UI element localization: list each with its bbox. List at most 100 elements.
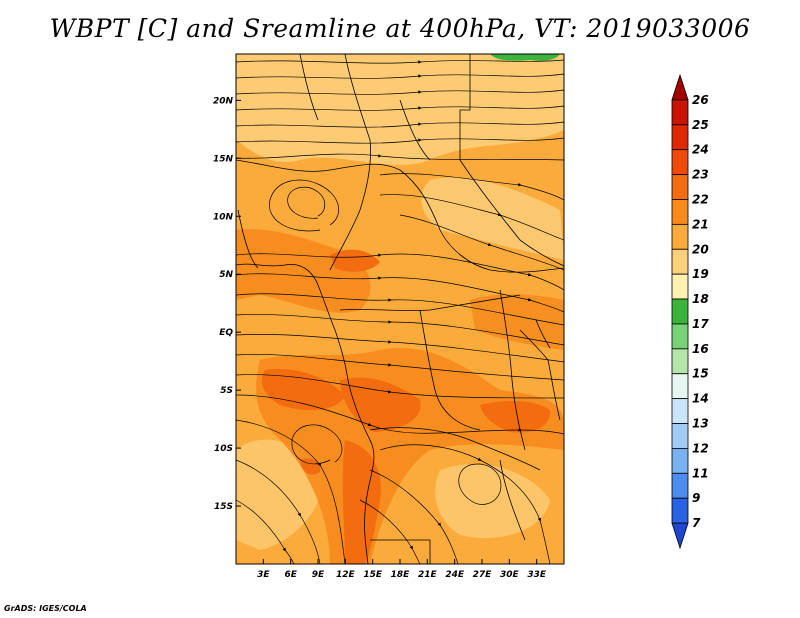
lat-tick-label: 5N xyxy=(219,270,233,280)
colorbar-label: 15 xyxy=(692,367,709,381)
colorbar-min-triangle xyxy=(671,522,689,550)
colorbar: 26 25 24 23 22 21 20 19 18 17 16 15 14 13 12 11 9 7 xyxy=(671,73,709,550)
colorbar-swatch xyxy=(671,99,689,126)
colorbar-label: 16 xyxy=(692,342,709,356)
field-warm-east xyxy=(470,294,564,350)
colorbar-swatch xyxy=(671,273,689,300)
streamline xyxy=(236,73,564,79)
streamline xyxy=(287,186,326,219)
lon-tick-label: 9E xyxy=(312,570,325,580)
colorbar-swatch xyxy=(671,348,689,375)
colorbar-label: 12 xyxy=(692,441,709,455)
streamline xyxy=(399,214,564,271)
streamline xyxy=(236,499,295,564)
lon-tick-label: 27E xyxy=(473,570,493,580)
streamline xyxy=(269,179,340,232)
streamline xyxy=(236,121,564,128)
colorbar-label: 9 xyxy=(692,491,700,505)
lat-tick-label: 10S xyxy=(214,444,233,454)
colorbar-label: 24 xyxy=(692,143,709,157)
border xyxy=(459,54,564,267)
colorbar-swatch xyxy=(671,174,689,200)
border xyxy=(339,294,521,311)
streamline xyxy=(359,499,421,564)
streamline xyxy=(236,419,346,564)
border xyxy=(419,309,481,431)
colorbar-max-triangle xyxy=(671,73,689,101)
colorbar-label: 13 xyxy=(692,417,709,431)
streamline xyxy=(379,194,564,241)
lat-tick-label: 15N xyxy=(213,154,234,164)
colorbar-label: 14 xyxy=(692,392,709,406)
colorbar-label: 20 xyxy=(692,242,709,256)
streamline xyxy=(458,463,502,505)
field-cool-patch-2 xyxy=(236,439,322,550)
colorbar-label: 26 xyxy=(692,93,709,107)
streamline xyxy=(369,469,459,564)
lon-tick-label: 24E xyxy=(445,570,465,580)
colorbar-swatch xyxy=(671,472,689,499)
field-green-patch xyxy=(490,54,560,61)
colorbar-label: 18 xyxy=(692,292,709,306)
border xyxy=(499,459,526,541)
streamline xyxy=(236,374,564,399)
lon-tick-label: 3E xyxy=(257,570,270,580)
lat-tick-label: 15S xyxy=(214,502,233,512)
border xyxy=(329,54,371,271)
colorbar-swatch xyxy=(671,497,689,524)
colorbar-swatch xyxy=(671,298,689,325)
field-hot-core-4 xyxy=(342,440,381,564)
colorbar-label: 11 xyxy=(692,466,709,480)
colorbar-swatch xyxy=(671,199,689,225)
lat-tick-label: EQ xyxy=(219,328,233,338)
colorbar-swatch xyxy=(671,448,689,474)
field-cool-patch-1 xyxy=(421,177,564,260)
country-borders xyxy=(236,54,564,564)
colorbar-label: 17 xyxy=(692,317,709,331)
streamline xyxy=(236,354,564,381)
lon-tick-label: 12E xyxy=(336,570,356,580)
colorbar-label: 7 xyxy=(692,516,701,530)
lon-tick-label: 30E xyxy=(500,570,520,580)
field-hot-core-1 xyxy=(330,249,380,272)
streamline xyxy=(291,424,343,465)
colorbar-label: 21 xyxy=(692,217,709,231)
streamline xyxy=(236,153,564,161)
streamline xyxy=(236,137,564,144)
streamline xyxy=(236,89,564,95)
border xyxy=(370,539,431,564)
border xyxy=(236,159,564,273)
colorbar-label: 19 xyxy=(692,267,709,281)
colorbar-label: 23 xyxy=(692,168,709,182)
streamline xyxy=(236,273,564,313)
lat-tick-label: 10N xyxy=(213,212,234,222)
chart-title: WBPT [C] and Sreamline at 400hPa, VT: 20… xyxy=(49,14,751,43)
lon-tick-label: 33E xyxy=(527,570,547,580)
streamline xyxy=(236,105,564,111)
streamline xyxy=(236,314,564,346)
border xyxy=(499,289,526,451)
streamline xyxy=(379,173,564,201)
border xyxy=(299,54,319,121)
streamline xyxy=(236,459,321,564)
lon-tick-label: 6E xyxy=(284,570,297,580)
colorbar-swatch xyxy=(671,423,689,449)
streamline xyxy=(379,444,551,564)
colorbar-swatch xyxy=(671,398,689,424)
colorbar-swatch xyxy=(671,373,689,400)
colorbar-label: 25 xyxy=(692,118,709,132)
credit-text: GrADS: IGES/COLA xyxy=(4,604,87,613)
lat-tick-label: 5S xyxy=(220,386,233,396)
lon-tick-label: 15E xyxy=(363,570,383,580)
field-hot-core-2 xyxy=(261,369,345,411)
colorbar-swatch xyxy=(671,323,689,350)
lat-axis: 20N 15N 10N 5N EQ 5S 10S 15S xyxy=(213,96,241,512)
streamline xyxy=(236,253,564,291)
border xyxy=(369,427,541,471)
colorbar-label: 22 xyxy=(692,192,709,206)
lat-tick-label: 20N xyxy=(213,96,234,106)
streamline xyxy=(236,394,564,435)
border xyxy=(519,329,561,421)
streamline xyxy=(236,59,564,64)
